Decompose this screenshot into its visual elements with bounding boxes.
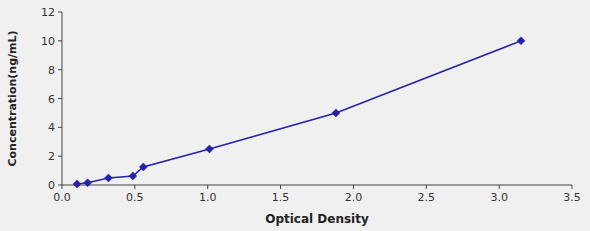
x-tick	[280, 185, 281, 189]
x-tick	[353, 185, 354, 189]
chart-container: 0.0 0.5 1.0 1.5 2.0 2.5 3.0 3.5 0 2 4 6 8 10 12 Optical…	[0, 0, 590, 231]
y-tick	[58, 185, 62, 186]
x-tick-label: 0.5	[126, 191, 144, 204]
x-tick-label: 3.0	[490, 191, 508, 204]
data-point	[84, 179, 92, 187]
y-axis-label: Concentration(ng/mL)	[6, 30, 19, 166]
chart-svg: 0.0 0.5 1.0 1.5 2.0 2.5 3.0 3.5 0 2 4 6 8 10 12 Optical…	[0, 0, 590, 231]
data-point	[73, 180, 81, 188]
y-tick-label: 10	[41, 35, 55, 48]
x-tick-label: 2.0	[345, 191, 363, 204]
x-tick-label: 1.5	[272, 191, 290, 204]
x-tick	[499, 185, 500, 189]
background	[0, 0, 590, 231]
y-tick	[58, 69, 62, 70]
y-tick-label: 2	[48, 150, 55, 163]
y-tick	[58, 127, 62, 128]
data-point	[104, 174, 112, 182]
axes: 0.0 0.5 1.0 1.5 2.0 2.5 3.0 3.5 0 2 4 6 8 10 12	[41, 6, 581, 204]
x-tick-label: 1.0	[199, 191, 217, 204]
x-tick-label: 2.5	[418, 191, 436, 204]
data-point	[205, 145, 213, 153]
y-tick	[58, 98, 62, 99]
data-point	[517, 37, 525, 45]
y-tick	[58, 40, 62, 41]
y-tick-label: 4	[48, 121, 55, 134]
x-tick-label: 3.5	[563, 191, 581, 204]
x-tick	[426, 185, 427, 189]
x-tick	[572, 185, 573, 189]
y-tick-label: 12	[41, 6, 55, 19]
data-point	[129, 172, 137, 180]
x-axis-label: Optical Density	[265, 212, 369, 226]
x-tick	[134, 185, 135, 189]
y-tick-label: 0	[48, 179, 55, 192]
x-tick	[207, 185, 208, 189]
x-tick	[62, 185, 63, 189]
data-line	[77, 41, 521, 184]
data-point	[332, 109, 340, 117]
data-point	[139, 163, 147, 171]
y-tick-label: 6	[48, 93, 55, 106]
plot-area	[73, 37, 525, 188]
y-tick-label: 8	[48, 64, 55, 77]
x-tick-label: 0.0	[53, 191, 71, 204]
y-tick	[58, 156, 62, 157]
y-tick	[58, 12, 62, 13]
x-axis-line	[62, 185, 572, 186]
